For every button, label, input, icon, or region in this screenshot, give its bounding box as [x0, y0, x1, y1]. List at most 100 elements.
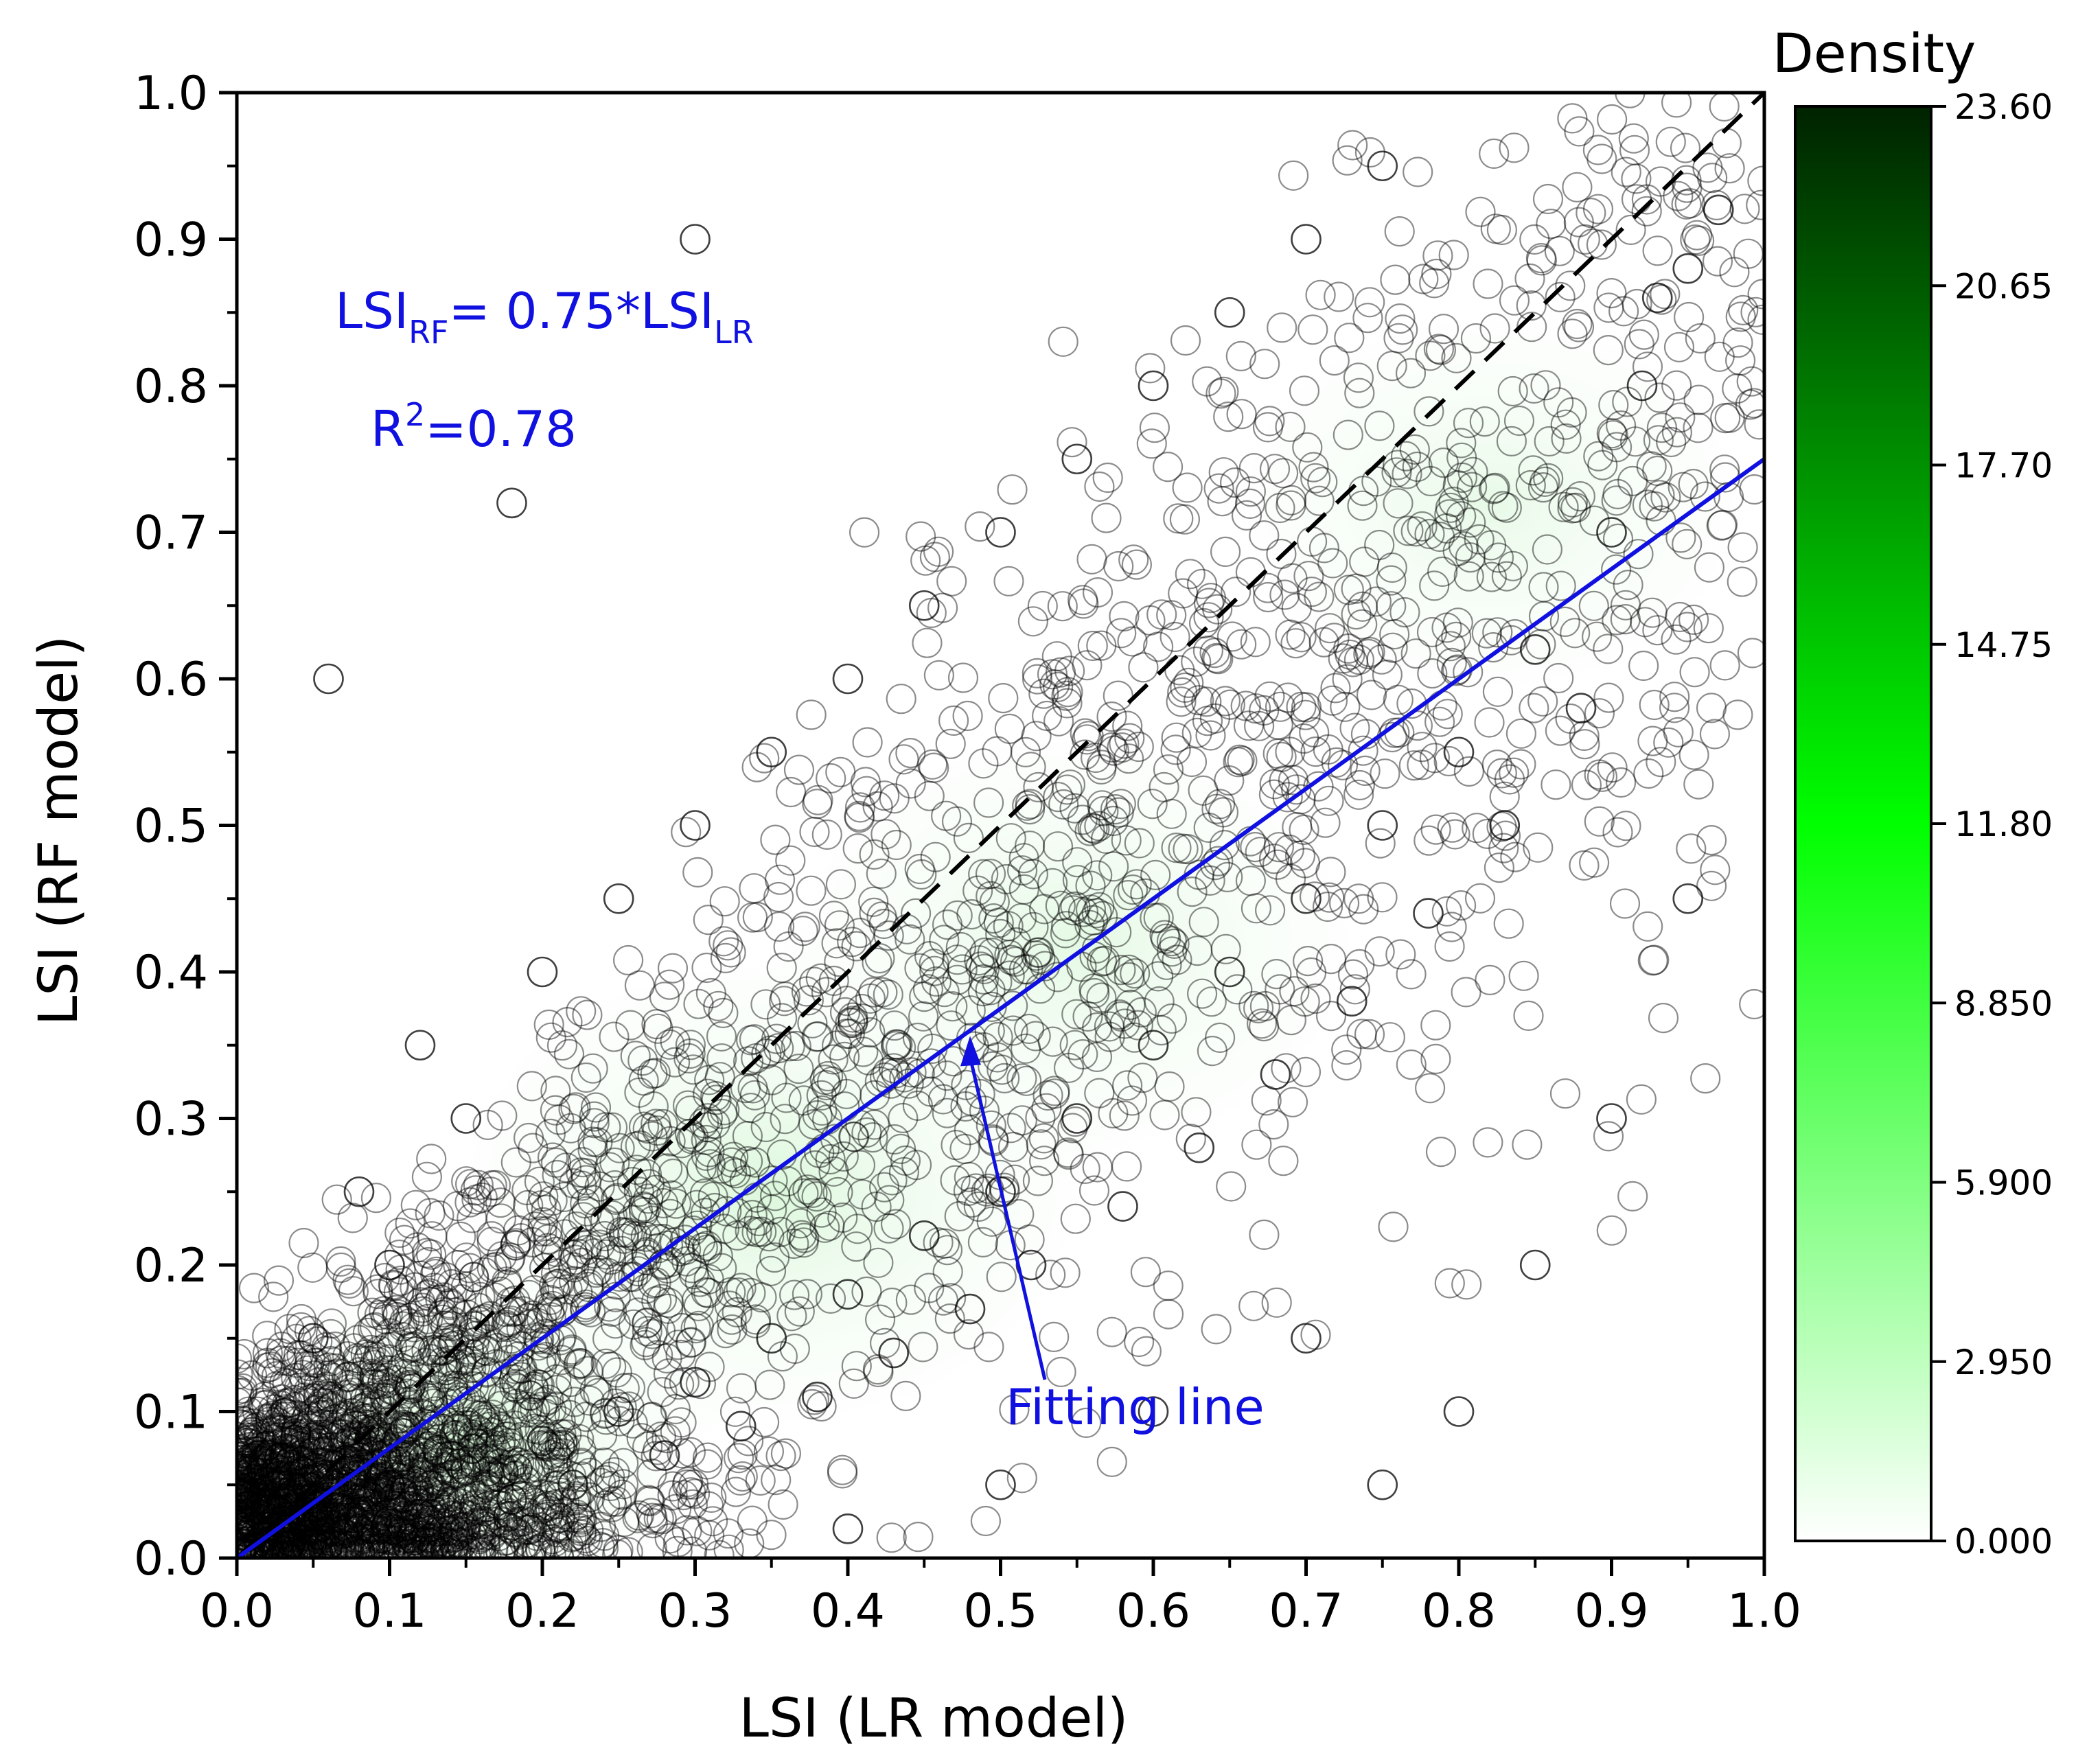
scatter-point-bg-63 — [500, 1460, 531, 1491]
scatter-point-bg-1304 — [775, 776, 807, 808]
scatter-point-bg-1859 — [608, 1223, 639, 1254]
scatter-point-bg-1643 — [261, 1513, 292, 1544]
scatter-point-bg-199 — [469, 1472, 500, 1503]
scatter-point-bg-1000 — [901, 1150, 932, 1181]
scatter-point-bg-2446 — [451, 1410, 482, 1441]
scatter-point-bg-1333 — [1427, 556, 1458, 588]
scatter-point-bg-1822 — [240, 1477, 271, 1508]
scatter-point-68 — [832, 1513, 864, 1544]
scatter-point-bg-2336 — [387, 1321, 418, 1353]
scatter-point-bg-1461 — [437, 1306, 469, 1337]
scatter-point-bg-1284 — [362, 1278, 393, 1310]
scatter-point-bg-2291 — [471, 1357, 502, 1388]
scatter-point-bg-1842 — [458, 1339, 489, 1370]
scatter-point-bg-1972 — [809, 1064, 840, 1095]
scatter-point-bg-1798 — [783, 754, 815, 785]
scatter-point-bg-2683 — [347, 1496, 378, 1527]
scatter-point-bg-3437 — [768, 1489, 798, 1520]
scatter-point-bg-531 — [1131, 1336, 1162, 1367]
scatter-point-bg-2475 — [263, 1460, 294, 1491]
scatter-point-bg-1443 — [237, 1455, 257, 1486]
scatter-point-bg-746 — [495, 1287, 527, 1318]
scatter-point-bg-1973 — [862, 1354, 894, 1385]
scatter-point-bg-262 — [237, 1515, 255, 1546]
scatter-point-bg-652 — [238, 1487, 268, 1518]
scatter-point-bg-1727 — [1353, 638, 1384, 670]
scatter-point-bg-569 — [869, 1327, 901, 1358]
scatter-point-bg-2786 — [622, 1502, 653, 1533]
scatter-point-bg-1485 — [841, 1231, 872, 1262]
scatter-point-bg-415 — [267, 1533, 298, 1558]
scatter-point-bg-1272 — [264, 1477, 295, 1508]
scatter-point-bg-739 — [378, 1535, 409, 1558]
scatter-point-bg-737 — [678, 1469, 709, 1500]
scatter-point-bg-2838 — [343, 1345, 373, 1376]
scatter-point-bg-2310 — [443, 1273, 474, 1303]
scatter-point-bg-564 — [1295, 957, 1327, 988]
scatter-point-bg-291 — [765, 1216, 796, 1248]
scatter-point-bg-104 — [669, 1367, 700, 1397]
scatter-point-bg-631 — [1214, 689, 1246, 720]
scatter-point-bg-533 — [932, 1060, 962, 1091]
scatter-point-bg-2172 — [524, 1415, 555, 1446]
scatter-point-bg-1365 — [564, 1424, 595, 1454]
scatter-point-bg-605 — [1096, 701, 1127, 732]
scatter-point-bg-875 — [437, 1331, 468, 1362]
scatter-point-bg-2765 — [478, 1516, 510, 1547]
scatter-point-bg-1458 — [648, 1187, 679, 1219]
scatter-point-bg-213 — [1142, 631, 1174, 662]
scatter-point-bg-58 — [1140, 903, 1170, 933]
scatter-point-bg-1886 — [518, 1373, 549, 1405]
scatter-point-bg-890 — [257, 1483, 288, 1513]
scatter-point-bg-1800 — [651, 1343, 682, 1374]
scatter-point-bg-1346 — [675, 1437, 706, 1467]
scatter-point-bg-738 — [1383, 684, 1414, 715]
scatter-point-bg-86 — [237, 1511, 262, 1542]
scatter-point-bg-117 — [700, 1109, 730, 1139]
scatter-point-bg-941 — [683, 988, 714, 1019]
scatter-point-bg-351 — [252, 1347, 283, 1378]
scatter-point-bg-1720 — [1114, 962, 1144, 993]
scatter-point-bg-1412 — [1028, 1146, 1060, 1176]
scatter-point-bg-2733 — [524, 1535, 556, 1558]
scatter-point-bg-2589 — [316, 1448, 347, 1480]
scatter-point-bg-1014 — [243, 1459, 275, 1490]
scatter-point-bg-2499 — [408, 1438, 439, 1469]
scatter-point-bg-772 — [1569, 224, 1600, 255]
scatter-point-bg-1322 — [237, 1499, 253, 1530]
scatter-point-bg-1938 — [691, 1140, 722, 1171]
scatter-point-bg-2778 — [249, 1448, 279, 1479]
scatter-point-bg-1385 — [237, 1427, 257, 1458]
scatter-point-bg-2536 — [237, 1484, 255, 1515]
scatter-point-bg-1010 — [654, 1029, 685, 1060]
scatter-point-bg-2861 — [238, 1273, 269, 1303]
scatter-point-bg-2269 — [1118, 544, 1149, 575]
scatter-point-bg-1406 — [389, 1225, 420, 1255]
scatter-point-bg-1657 — [252, 1492, 283, 1524]
scatter-point-bg-584 — [1381, 457, 1412, 488]
scatter-point-bg-626 — [1152, 451, 1184, 483]
scatter-point-bg-2830 — [437, 1500, 468, 1531]
scatter-point-bg-2859 — [499, 1371, 530, 1402]
scatter-point-bg-2245 — [976, 1110, 1006, 1141]
scatter-point-bg-2480 — [259, 1461, 290, 1492]
scatter-point-bg-2623 — [237, 1437, 258, 1467]
scatter-point-bg-1258 — [732, 1046, 764, 1077]
scatter-point-bg-519 — [985, 918, 1016, 950]
scatter-point-bg-2526 — [584, 1229, 616, 1260]
equation-lsi-main: LSI — [335, 282, 408, 340]
scatter-point-bg-2169 — [1696, 870, 1727, 901]
scatter-point-bg-1965 — [280, 1424, 311, 1456]
scatter-point-bg-1505 — [1156, 926, 1188, 957]
scatter-point-bg-1359 — [251, 1430, 282, 1461]
scatter-point-bg-748 — [1078, 905, 1109, 936]
scatter-point-bg-689 — [655, 1126, 686, 1157]
scatter-point-bg-2398 — [284, 1459, 315, 1489]
scatter-point-bg-1120 — [369, 1524, 401, 1555]
scatter-point-bg-1557 — [296, 1524, 327, 1555]
scatter-point-bg-2595 — [388, 1477, 419, 1508]
scatter-point-bg-874 — [870, 819, 901, 850]
scatter-point-bg-2555 — [310, 1459, 341, 1490]
scatter-point-bg-2343 — [334, 1530, 365, 1558]
scatter-point-bg-851 — [1052, 688, 1083, 719]
